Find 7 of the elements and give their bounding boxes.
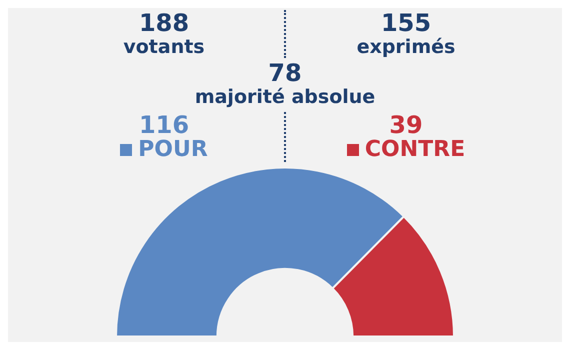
text: 188 votants: [122, 9, 206, 58]
legend-label: CONTRE: [364, 137, 466, 162]
text: 155 exprimés: [356, 9, 456, 58]
data-label: 39: [388, 111, 424, 139]
text: 78 majorité absolue: [194, 59, 376, 108]
data-label: 116: [138, 111, 190, 139]
legend-label: POUR: [138, 137, 208, 162]
